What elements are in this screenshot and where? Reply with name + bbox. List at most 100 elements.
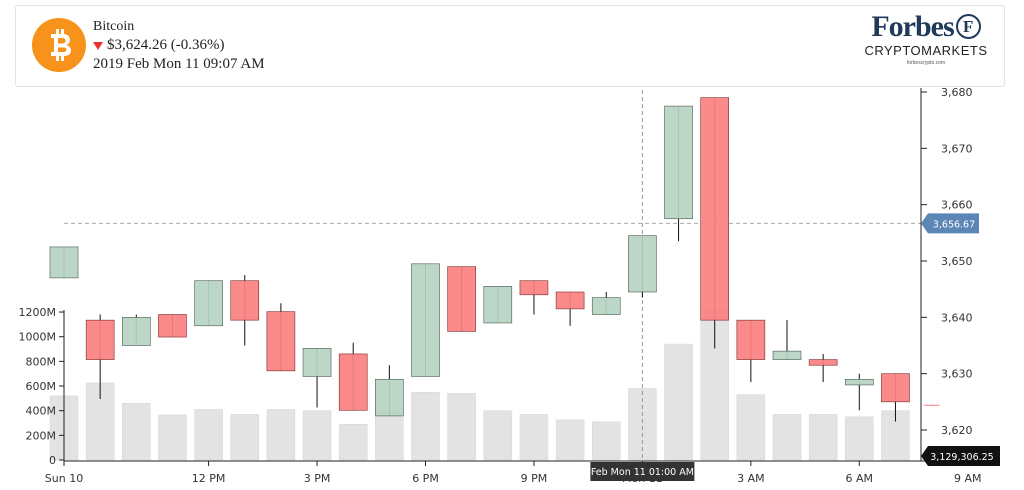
candle[interactable] bbox=[194, 280, 223, 327]
candle-body bbox=[85, 319, 115, 360]
x-tick-label: 9 AM bbox=[954, 472, 982, 485]
candle[interactable] bbox=[266, 303, 296, 372]
candle-body bbox=[736, 319, 766, 360]
candle[interactable] bbox=[808, 353, 838, 383]
candle[interactable] bbox=[664, 105, 693, 242]
candle[interactable] bbox=[49, 246, 79, 279]
down-triangle-icon bbox=[93, 41, 103, 50]
candle[interactable] bbox=[122, 314, 151, 346]
brand-name: Forbes bbox=[871, 10, 954, 43]
forbes-logo[interactable]: Forbes F CRYPTOMARKETS forbescrypto.com bbox=[861, 10, 991, 67]
price-tag-shape bbox=[921, 213, 979, 234]
candle-body bbox=[808, 359, 838, 366]
candle-body bbox=[375, 378, 404, 417]
coin-timestamp: 2019 Feb Mon 11 09:07 AM bbox=[93, 56, 265, 72]
price-line: $3,624.26 (-0.36%) bbox=[93, 36, 265, 55]
candle-body bbox=[555, 291, 585, 310]
x-tick-label: 6 PM bbox=[412, 472, 439, 485]
candle[interactable] bbox=[923, 404, 940, 406]
volume-bar bbox=[736, 394, 766, 461]
volume-tick-label: 200M bbox=[26, 429, 57, 442]
x-tick-label: 3 AM bbox=[737, 472, 765, 485]
price-tag-text: 3,656.67 bbox=[933, 219, 975, 230]
x-tick-label: 9 PM bbox=[521, 472, 548, 485]
candle-body bbox=[881, 373, 910, 403]
candle-body bbox=[519, 280, 549, 296]
volume-bar bbox=[338, 423, 368, 461]
volume-bar bbox=[447, 393, 476, 461]
x-tick-label: 6 AM bbox=[846, 472, 874, 485]
volume-bar bbox=[808, 414, 838, 461]
coin-name: Bitcoin bbox=[93, 19, 135, 34]
candle-body bbox=[591, 297, 621, 315]
time-tag-text: Feb Mon 11 01:00 AM bbox=[591, 467, 694, 478]
candle[interactable] bbox=[628, 235, 657, 298]
volume-tag-text: 3,129,306.25 bbox=[930, 452, 993, 463]
candle[interactable] bbox=[411, 263, 440, 377]
volume-bar bbox=[122, 403, 151, 461]
candle[interactable] bbox=[483, 286, 513, 324]
candle[interactable] bbox=[302, 348, 332, 408]
volume-bar bbox=[555, 419, 585, 461]
volume-tag-shape bbox=[921, 446, 1000, 466]
x-tick-label: 12 PM bbox=[192, 472, 226, 485]
volume-bar bbox=[519, 414, 549, 461]
x-tick-label: 3 PM bbox=[304, 472, 331, 485]
time-tag-shape bbox=[590, 462, 695, 481]
volume-bar bbox=[266, 409, 296, 461]
volume-tick-label: 1000M bbox=[19, 331, 57, 344]
price-tick-label: 3,620 bbox=[941, 424, 973, 437]
candle[interactable] bbox=[519, 280, 549, 315]
candle-body bbox=[664, 105, 693, 220]
volume-bar bbox=[158, 414, 187, 461]
volume-bar bbox=[845, 416, 874, 461]
candle-body bbox=[483, 286, 513, 324]
candle[interactable] bbox=[85, 314, 115, 400]
volume-tick-label: 800M bbox=[26, 355, 57, 368]
volume-bar bbox=[411, 391, 440, 461]
candle-body bbox=[158, 314, 187, 338]
candle-body bbox=[772, 350, 802, 360]
candle-body bbox=[122, 317, 151, 346]
candle-body bbox=[628, 235, 657, 293]
volume-bar bbox=[230, 414, 259, 461]
candle[interactable] bbox=[736, 319, 766, 383]
candle-body bbox=[844, 378, 874, 386]
volume-bar bbox=[592, 421, 621, 461]
volume-bar bbox=[664, 343, 693, 461]
candle[interactable] bbox=[338, 342, 368, 411]
candle[interactable] bbox=[591, 291, 621, 315]
price-tick-label: 3,660 bbox=[941, 199, 973, 212]
price-tick-label: 3,630 bbox=[941, 368, 973, 381]
coin-info: Bitcoin $3,624.26 (-0.36%) 2019 Feb Mon … bbox=[93, 17, 265, 74]
candle[interactable] bbox=[881, 373, 910, 422]
brand-seal-icon: F bbox=[955, 14, 981, 39]
brand-subtitle: CRYPTOMARKETS bbox=[864, 43, 988, 58]
volume-tick-label: 400M bbox=[26, 405, 57, 418]
volume-bar bbox=[483, 410, 513, 461]
volume-tick-label: 0 bbox=[49, 454, 56, 467]
candle-body bbox=[230, 280, 260, 321]
candle[interactable] bbox=[375, 365, 404, 417]
candle[interactable] bbox=[158, 314, 187, 338]
volume-bar bbox=[375, 411, 404, 461]
candle[interactable] bbox=[447, 266, 476, 332]
candle-body bbox=[266, 311, 296, 372]
candle-body bbox=[447, 266, 476, 332]
x-tick-label: Sun 10 bbox=[45, 472, 83, 485]
candle-body bbox=[411, 263, 440, 377]
volume-bar bbox=[302, 410, 332, 461]
price-tick-label: 3,640 bbox=[941, 311, 973, 324]
candle[interactable] bbox=[700, 97, 730, 349]
volume-value-label: 3,129,306.25 bbox=[921, 446, 1000, 466]
volume-bar bbox=[772, 414, 802, 461]
candle[interactable] bbox=[844, 373, 874, 411]
volume-tick-label: 600M bbox=[26, 380, 57, 393]
candle[interactable] bbox=[230, 275, 260, 346]
crosshair-time-label: Feb Mon 11 01:00 AM bbox=[590, 462, 695, 481]
coin-header: Bitcoin $3,624.26 (-0.36%) 2019 Feb Mon … bbox=[15, 5, 1005, 87]
candle[interactable] bbox=[555, 291, 585, 326]
candle[interactable] bbox=[772, 320, 802, 360]
candle-body bbox=[194, 280, 223, 327]
